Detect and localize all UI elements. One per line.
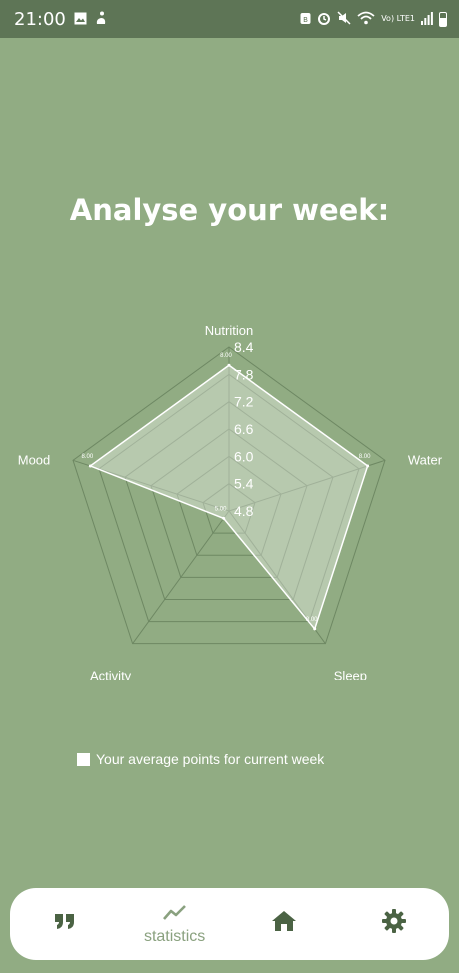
quote-icon [54,912,76,935]
grid-ring [98,373,360,623]
tick-label: 7.8 [234,366,254,382]
data-point [313,627,317,631]
axis-label-sleep: Sleep [334,669,367,680]
lte-icon: Vo) LTE1 [381,14,415,23]
svg-text:B: B [303,16,308,24]
tick-label: 4.8 [234,503,254,519]
nav-statistics-label: statistics [143,927,206,945]
legend-label: Your average points for current week [96,751,325,767]
fitness-icon [95,11,107,27]
nav-settings[interactable] [349,888,439,960]
axis-label-water: Water [408,452,443,467]
data-value-label: 8.00 [82,454,94,460]
nav-statistics[interactable]: statistics [130,888,220,960]
grid-ring [202,483,256,534]
battery-icon [439,11,447,27]
bottom-nav: statistics [10,888,449,960]
data-value-label: 5.00 [215,506,227,512]
home-icon [271,909,297,938]
grid-ring [150,428,308,578]
grid-ring [176,455,282,556]
data-point [222,516,226,520]
wifi-icon [357,11,375,27]
tick-label: 6.6 [234,421,254,437]
tick-label: 7.2 [234,394,254,410]
page-title: Analyse your week: [69,193,390,227]
axis-label-activity: Activity [90,669,132,680]
alarm-icon [317,11,331,27]
data-value-label: 8.00 [306,617,318,623]
radar-chart: 8.00 8.00 8.00 5.00 8.00 4.8 5.4 6.0 6.6 7.2 7.8 8.… [18,323,443,680]
settings-icon [381,908,407,939]
nav-home[interactable] [239,888,329,960]
status-bar: 21:00 B Vo) LTE1 [0,0,459,38]
data-value-label: 8.00 [220,353,232,359]
grid-spoke [132,510,230,644]
grid-ring [72,346,386,645]
image-icon [74,12,87,27]
trending-up-icon [162,903,188,926]
data-point [227,363,231,367]
axis-label-mood: Mood [18,452,51,467]
tick-label: 5.4 [234,476,254,492]
work-profile-icon: B [300,11,311,27]
chart-legend: Your average points for current week [77,751,324,767]
data-point [88,464,92,468]
series-area [88,364,369,631]
legend-swatch [77,752,90,766]
tick-label: 8.4 [234,339,254,355]
data-value-label: 8.00 [359,454,371,460]
status-time: 21:00 [14,8,66,30]
tick-label: 6.0 [234,448,254,464]
status-left: 21:00 [14,9,107,30]
signal-icon [421,11,433,27]
grid-spoke [228,459,386,512]
grid-ring [124,401,334,600]
axis-label-nutrition: Nutrition [205,323,253,338]
status-right: B Vo) LTE1 [300,11,447,27]
nav-quotes[interactable] [20,888,110,960]
data-point [366,464,370,468]
mute-icon [337,11,351,27]
